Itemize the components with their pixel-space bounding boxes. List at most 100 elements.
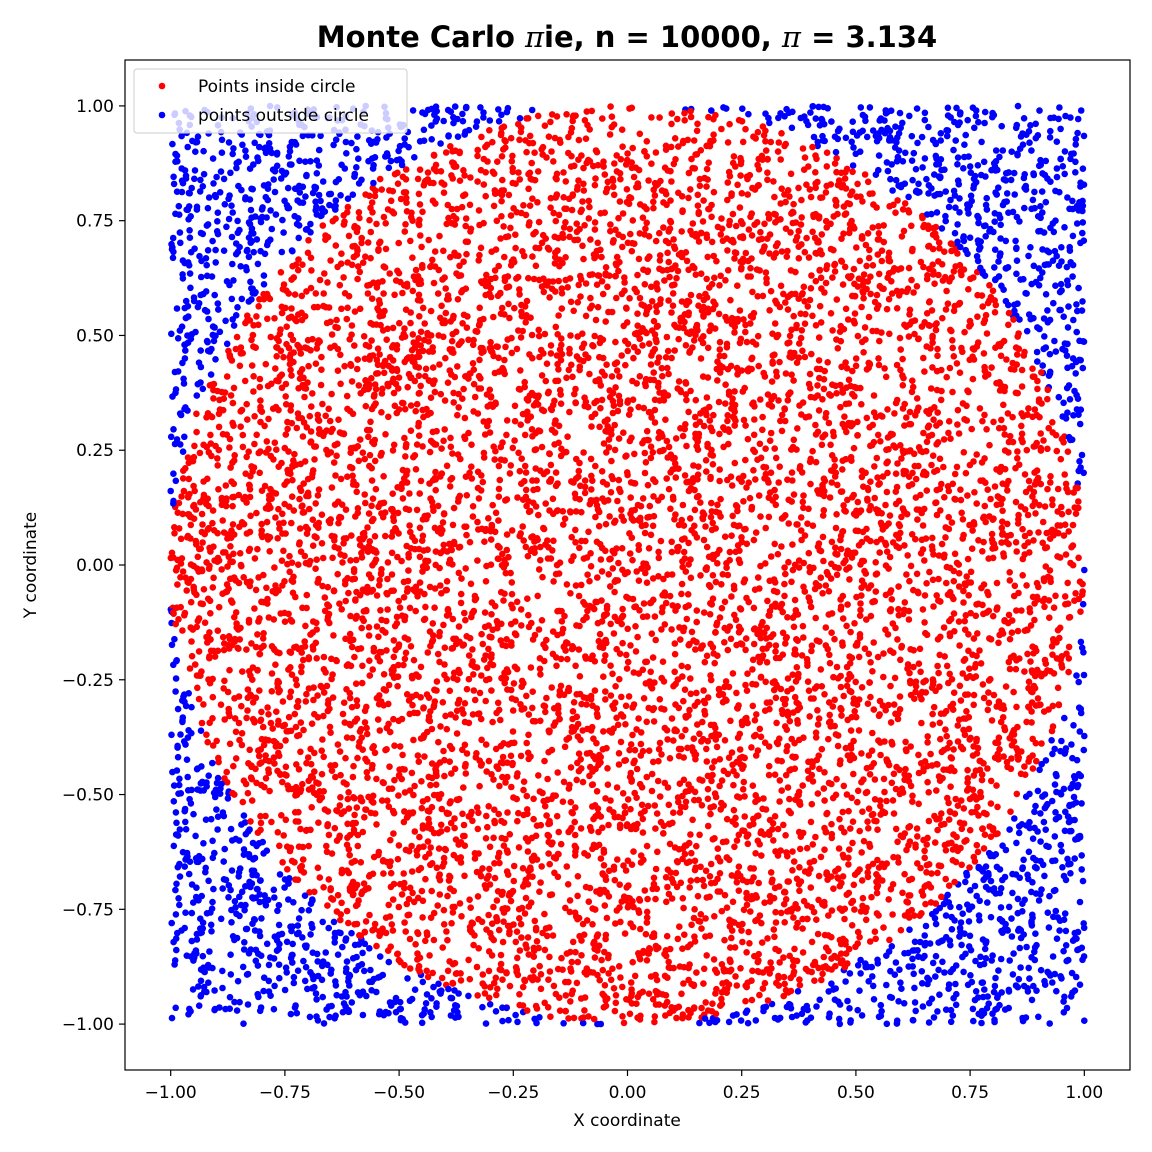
- point-inside-circle: [916, 645, 924, 653]
- point-inside-circle: [223, 768, 230, 776]
- point-outside-circle: [228, 202, 235, 209]
- point-inside-circle: [961, 416, 968, 423]
- point-inside-circle: [535, 511, 542, 519]
- point-inside-circle: [573, 220, 580, 227]
- point-inside-circle: [937, 633, 944, 641]
- point-inside-circle: [314, 692, 321, 699]
- point-inside-circle: [848, 922, 856, 929]
- point-inside-circle: [366, 672, 374, 679]
- point-outside-circle: [966, 163, 974, 170]
- point-outside-circle: [1047, 127, 1054, 135]
- point-inside-circle: [924, 272, 931, 279]
- point-inside-circle: [950, 307, 958, 315]
- point-outside-circle: [250, 248, 257, 256]
- point-outside-circle: [215, 306, 222, 313]
- point-inside-circle: [296, 525, 304, 532]
- point-inside-circle: [1007, 808, 1014, 815]
- point-outside-circle: [1053, 788, 1060, 796]
- point-inside-circle: [204, 738, 211, 746]
- point-inside-circle: [418, 804, 426, 812]
- point-inside-circle: [306, 412, 314, 420]
- point-inside-circle: [280, 832, 288, 839]
- point-inside-circle: [326, 417, 334, 425]
- point-inside-circle: [960, 805, 968, 812]
- point-inside-circle: [1049, 496, 1056, 503]
- point-outside-circle: [167, 487, 174, 495]
- point-outside-circle: [798, 1010, 806, 1018]
- point-outside-circle: [1052, 809, 1059, 816]
- point-outside-circle: [349, 955, 357, 962]
- point-inside-circle: [493, 897, 501, 904]
- point-inside-circle: [615, 750, 623, 757]
- point-inside-circle: [949, 857, 957, 864]
- point-inside-circle: [564, 655, 571, 663]
- point-inside-circle: [790, 623, 798, 631]
- point-inside-circle: [943, 732, 950, 740]
- point-inside-circle: [587, 455, 595, 463]
- point-inside-circle: [815, 872, 823, 880]
- point-inside-circle: [382, 245, 390, 253]
- point-inside-circle: [993, 579, 1001, 587]
- point-outside-circle: [1027, 244, 1034, 251]
- point-inside-circle: [346, 851, 354, 859]
- point-inside-circle: [898, 513, 905, 521]
- point-outside-circle: [332, 178, 340, 186]
- point-outside-circle: [984, 899, 991, 906]
- point-outside-circle: [883, 981, 890, 989]
- point-outside-circle: [342, 937, 349, 944]
- point-inside-circle: [1014, 455, 1021, 462]
- point-inside-circle: [831, 260, 839, 268]
- point-inside-circle: [309, 335, 316, 343]
- point-inside-circle: [299, 780, 306, 788]
- point-inside-circle: [385, 413, 392, 421]
- point-outside-circle: [725, 1018, 733, 1026]
- point-inside-circle: [919, 522, 927, 529]
- point-inside-circle: [671, 135, 679, 142]
- point-inside-circle: [680, 904, 687, 912]
- point-outside-circle: [182, 818, 189, 826]
- point-inside-circle: [790, 858, 798, 865]
- point-inside-circle: [268, 670, 276, 677]
- point-inside-circle: [485, 645, 492, 653]
- point-inside-circle: [609, 409, 617, 417]
- point-inside-circle: [555, 277, 562, 285]
- point-inside-circle: [509, 444, 517, 452]
- point-inside-circle: [424, 329, 431, 337]
- point-inside-circle: [427, 394, 435, 402]
- point-inside-circle: [236, 362, 244, 370]
- point-inside-circle: [639, 829, 647, 836]
- point-inside-circle: [804, 303, 812, 310]
- point-outside-circle: [224, 795, 232, 802]
- point-inside-circle: [531, 917, 539, 925]
- point-inside-circle: [867, 442, 874, 450]
- point-inside-circle: [748, 996, 756, 1004]
- point-inside-circle: [1065, 643, 1073, 651]
- point-inside-circle: [380, 671, 388, 678]
- point-inside-circle: [922, 900, 929, 908]
- point-inside-circle: [366, 911, 373, 919]
- point-inside-circle: [864, 700, 872, 707]
- point-inside-circle: [546, 953, 553, 961]
- point-inside-circle: [700, 980, 707, 987]
- point-inside-circle: [1013, 607, 1020, 614]
- point-inside-circle: [628, 247, 636, 255]
- point-inside-circle: [540, 288, 548, 296]
- point-inside-circle: [768, 878, 776, 886]
- point-inside-circle: [597, 382, 605, 389]
- point-inside-circle: [822, 828, 830, 836]
- point-inside-circle: [724, 417, 731, 425]
- point-inside-circle: [372, 485, 380, 493]
- point-inside-circle: [787, 809, 794, 817]
- point-inside-circle: [638, 801, 646, 809]
- point-inside-circle: [455, 623, 463, 630]
- point-outside-circle: [1046, 350, 1054, 358]
- point-outside-circle: [1001, 873, 1009, 881]
- point-outside-circle: [182, 314, 190, 322]
- point-inside-circle: [988, 364, 995, 371]
- point-inside-circle: [981, 831, 989, 838]
- point-inside-circle: [336, 748, 344, 755]
- point-inside-circle: [697, 863, 704, 871]
- point-inside-circle: [507, 752, 515, 760]
- point-inside-circle: [405, 567, 412, 574]
- point-inside-circle: [426, 583, 434, 591]
